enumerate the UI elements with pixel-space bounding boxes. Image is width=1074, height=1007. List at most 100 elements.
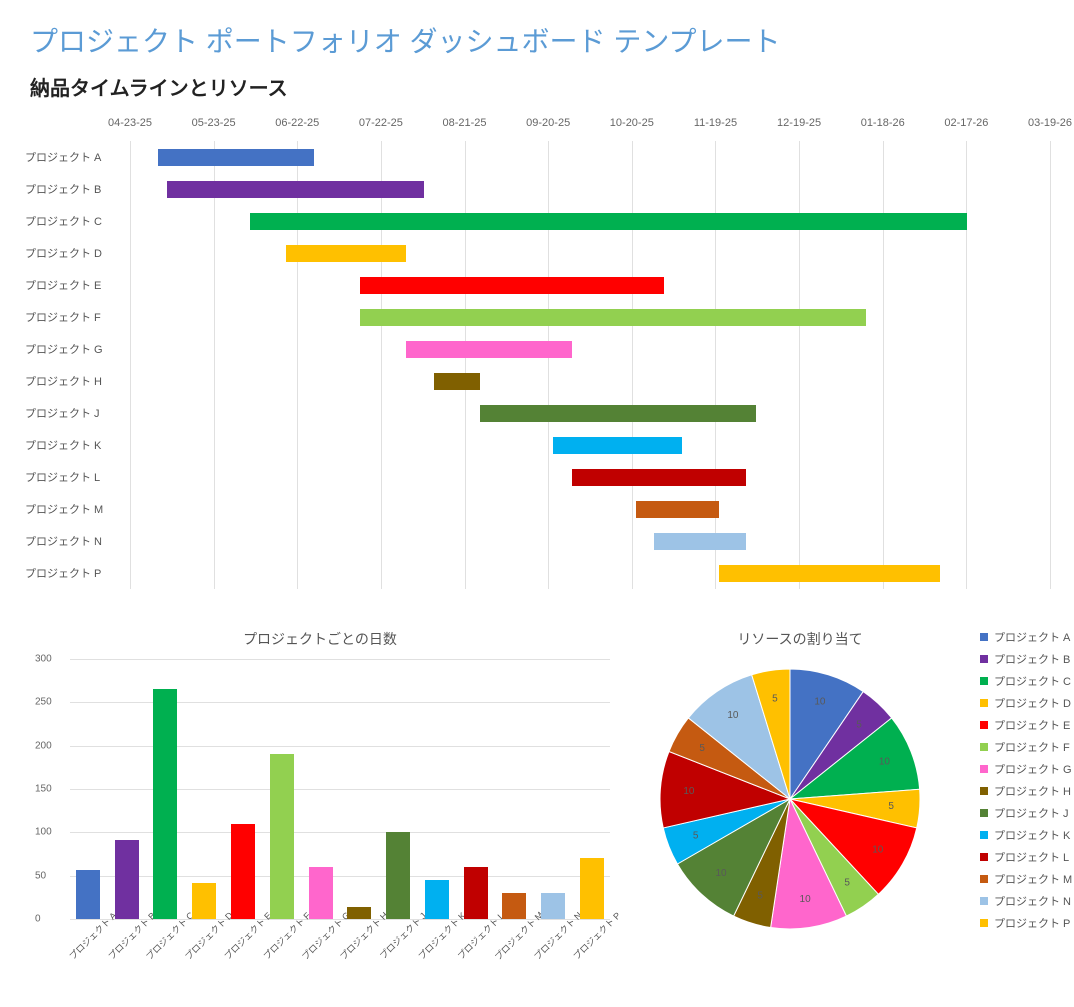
- legend-label: プロジェクト F: [994, 739, 1070, 755]
- legend-label: プロジェクト D: [994, 695, 1071, 711]
- bar: [464, 867, 488, 919]
- gantt-bar: [434, 373, 480, 390]
- gantt-row: プロジェクト F: [130, 301, 1050, 333]
- legend-label: プロジェクト J: [994, 805, 1069, 821]
- legend-swatch: [980, 919, 988, 927]
- gantt-xlabel: 02-17-26: [944, 117, 988, 129]
- pie-svg: 105105105105105105105: [640, 659, 960, 959]
- pie-slice-label: 10: [683, 786, 695, 797]
- gantt-row-label: プロジェクト D: [25, 245, 125, 261]
- pie-slice-label: 5: [844, 877, 850, 888]
- legend-label: プロジェクト L: [994, 849, 1069, 865]
- bar: [231, 824, 255, 919]
- legend-swatch: [980, 699, 988, 707]
- legend-swatch: [980, 765, 988, 773]
- legend-swatch: [980, 655, 988, 663]
- legend-swatch: [980, 897, 988, 905]
- legend-item: プロジェクト D: [980, 695, 1074, 711]
- bar: [541, 893, 565, 919]
- bar: [425, 880, 449, 919]
- bar-column: プロジェクト K: [419, 880, 455, 919]
- legend-swatch: [980, 677, 988, 685]
- legend-swatch: [980, 853, 988, 861]
- page-title: プロジェクト ポートフォリオ ダッシュボード テンプレート: [30, 20, 1044, 60]
- bar-ylabel: 250: [35, 697, 52, 708]
- gantt-row: プロジェクト M: [130, 493, 1050, 525]
- bar: [270, 754, 294, 919]
- legend-label: プロジェクト C: [994, 673, 1071, 689]
- gantt-bar: [406, 341, 572, 358]
- gantt-row-label: プロジェクト L: [25, 469, 125, 485]
- gantt-xlabel: 06-22-25: [275, 117, 319, 129]
- bar: [386, 832, 410, 919]
- legend-label: プロジェクト E: [994, 717, 1070, 733]
- gantt-row: プロジェクト B: [130, 173, 1050, 205]
- gantt-xlabel: 12-19-25: [777, 117, 821, 129]
- bar-column: プロジェクト G: [303, 867, 339, 919]
- bar: [580, 858, 604, 919]
- bar-column: プロジェクト A: [70, 870, 106, 919]
- legend-label: プロジェクト G: [994, 761, 1072, 777]
- gantt-bar: [553, 437, 682, 454]
- gantt-xlabel: 01-18-26: [861, 117, 905, 129]
- pie-slice-label: 5: [757, 891, 763, 902]
- legend-item: プロジェクト E: [980, 717, 1074, 733]
- gantt-row: プロジェクト A: [130, 141, 1050, 173]
- gantt-xaxis: 04-23-2505-23-2506-22-2507-22-2508-21-25…: [130, 117, 1050, 141]
- gantt-bar: [286, 245, 406, 262]
- gantt-bar: [360, 277, 664, 294]
- gantt-row-label: プロジェクト E: [25, 277, 125, 293]
- legend-label: プロジェクト K: [994, 827, 1070, 843]
- gantt-bar: [654, 533, 746, 550]
- bar-column: プロジェクト N: [535, 893, 571, 919]
- legend-label: プロジェクト P: [994, 915, 1070, 931]
- pie-chart-title: リソースの割り当て: [640, 629, 960, 649]
- bar-column: プロジェクト D: [186, 883, 222, 919]
- legend-item: プロジェクト K: [980, 827, 1074, 843]
- gantt-row: プロジェクト E: [130, 269, 1050, 301]
- gantt-row: プロジェクト P: [130, 557, 1050, 589]
- gantt-row-label: プロジェクト M: [25, 501, 125, 517]
- gantt-bar: [360, 309, 866, 326]
- bar-column: プロジェクト B: [109, 840, 145, 919]
- legend-label: プロジェクト H: [994, 783, 1071, 799]
- gantt-xlabel: 04-23-25: [108, 117, 152, 129]
- legend-item: プロジェクト L: [980, 849, 1074, 865]
- gantt-rows: プロジェクト Aプロジェクト Bプロジェクト Cプロジェクト Dプロジェクト E…: [130, 141, 1050, 589]
- bar-ylabel: 50: [35, 870, 46, 881]
- gantt-bar: [636, 501, 719, 518]
- bar: [115, 840, 139, 919]
- bar: [76, 870, 100, 919]
- legend-swatch: [980, 875, 988, 883]
- bar-column: プロジェクト L: [458, 867, 494, 919]
- gantt-bar: [719, 565, 940, 582]
- bar-column: プロジェクト P: [574, 858, 610, 919]
- gantt-xlabel: 03-19-26: [1028, 117, 1072, 129]
- legend-item: プロジェクト G: [980, 761, 1074, 777]
- gantt-row-label: プロジェクト F: [25, 309, 125, 325]
- legend-swatch: [980, 633, 988, 641]
- bar-chart-title: プロジェクトごとの日数: [30, 629, 610, 649]
- pie-legend: プロジェクト A プロジェクト B プロジェクト C プロジェクト D プロジェクト E…: [980, 629, 1074, 964]
- bar-column: プロジェクト F: [264, 754, 300, 919]
- gantt-bar: [167, 181, 425, 198]
- pie-chart: リソースの割り当て 105105105105105105105: [640, 629, 960, 964]
- gantt-chart: 04-23-2505-23-2506-22-2507-22-2508-21-25…: [130, 117, 1044, 589]
- bar: [192, 883, 216, 919]
- pie-slice-label: 5: [693, 831, 699, 842]
- bar: [309, 867, 333, 919]
- legend-label: プロジェクト A: [994, 629, 1070, 645]
- bar: [502, 893, 526, 919]
- bar: [153, 689, 177, 919]
- gantt-row: プロジェクト N: [130, 525, 1050, 557]
- gantt-row: プロジェクト H: [130, 365, 1050, 397]
- gantt-row-label: プロジェクト P: [25, 565, 125, 581]
- pie-slice-label: 10: [872, 844, 884, 855]
- gantt-row-label: プロジェクト B: [25, 181, 125, 197]
- pie-slice-label: 10: [879, 757, 891, 768]
- gantt-row-label: プロジェクト C: [25, 213, 125, 229]
- gantt-row-label: プロジェクト K: [25, 437, 125, 453]
- gantt-bar: [158, 149, 314, 166]
- legend-item: プロジェクト B: [980, 651, 1074, 667]
- pie-slice-label: 5: [888, 801, 894, 812]
